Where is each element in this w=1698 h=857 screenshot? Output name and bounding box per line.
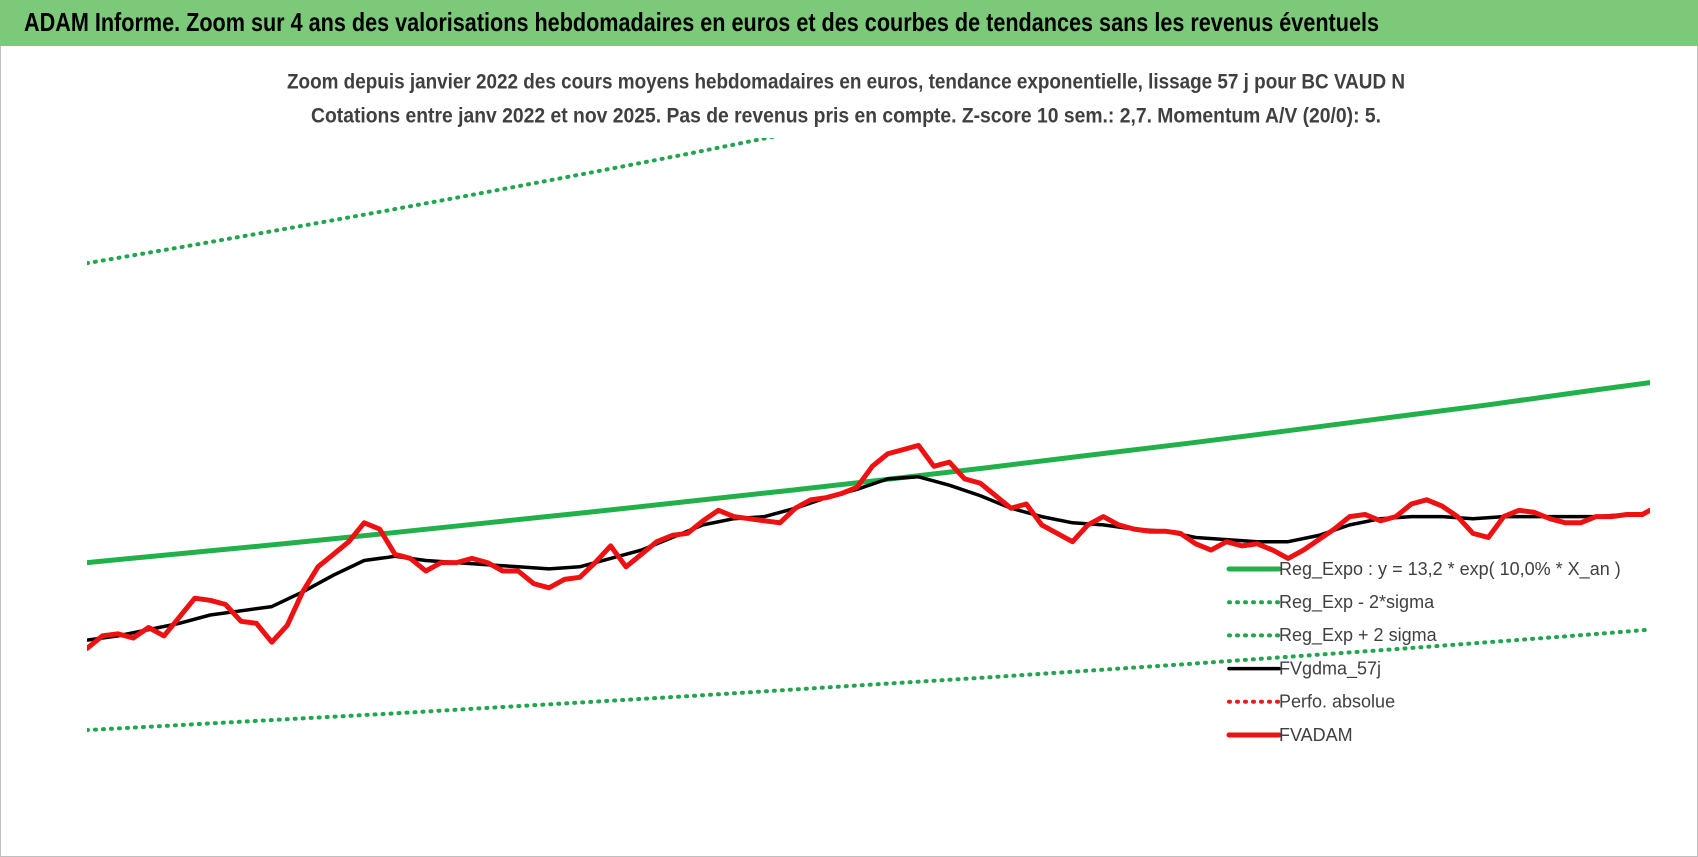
series-line [87, 627, 1650, 733]
chart-title: Zoom depuis janvier 2022 des cours moyen… [287, 71, 1405, 94]
legend-label: FVADAM [1279, 725, 1353, 745]
legend-label: Reg_Exp - 2*sigma [1279, 592, 1435, 613]
legend-label: Reg_Expo : y = 13,2 * exp( 10,0% * X_an … [1279, 559, 1621, 580]
legend-label: Perfo. absolue [1279, 692, 1395, 712]
series-line [87, 442, 1650, 651]
title-box [282, 66, 1418, 138]
legend-label: Reg_Exp + 2 sigma [1279, 625, 1438, 646]
lines [87, 102, 1650, 733]
legend: Reg_Expo : y = 13,2 * exp( 10,0% * X_an … [1226, 559, 1621, 745]
header-bar [0, 0, 1698, 46]
legend-label: FVgdma_57j [1279, 658, 1381, 679]
chart-subtitle: Cotations entre janv 2022 et nov 2025. P… [311, 105, 1381, 128]
header-title: ADAM Informe. Zoom sur 4 ans des valoris… [24, 7, 1379, 37]
